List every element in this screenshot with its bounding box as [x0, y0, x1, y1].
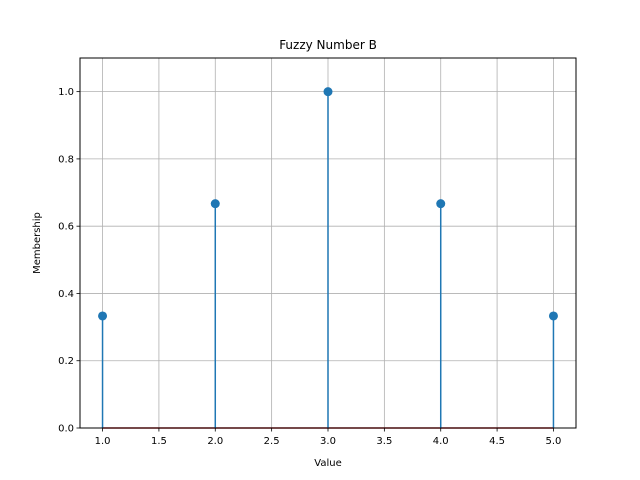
x-tick-label: 1.0 [95, 436, 111, 447]
chart-title: Fuzzy Number B [279, 38, 377, 52]
x-tick-label: 4.0 [433, 436, 449, 447]
x-tick-label: 3.0 [320, 436, 336, 447]
stem-marker [323, 87, 333, 97]
y-tick-label: 0.2 [58, 356, 74, 367]
y-axis-label: Membership [32, 212, 43, 274]
stem-marker [548, 311, 558, 321]
x-tick-label: 2.5 [264, 436, 280, 447]
x-axis-label: Value [314, 458, 341, 469]
stem-marker [210, 199, 220, 209]
stem-lines [101, 91, 555, 428]
stem-marker [98, 311, 108, 321]
y-tick-label: 0.4 [58, 289, 74, 300]
x-tick-label: 4.5 [489, 436, 505, 447]
y-tick-label: 0.6 [58, 222, 74, 233]
stem-marker [436, 199, 446, 209]
x-tick-label: 3.5 [376, 436, 392, 447]
x-tick-label: 5.0 [546, 436, 562, 447]
stem-markers [98, 87, 558, 321]
x-tick-label: 1.5 [151, 436, 167, 447]
x-tick-label: 2.0 [207, 436, 223, 447]
y-axis-ticks: 0.0 0.2 0.4 0.6 0.8 1.0 [58, 87, 80, 435]
y-tick-label: 1.0 [58, 87, 74, 98]
y-tick-label: 0.8 [58, 154, 74, 165]
y-tick-label: 0.0 [58, 424, 74, 435]
x-axis-ticks: 1.0 1.5 2.0 2.5 3.0 3.5 4.0 4.5 5.0 [95, 428, 562, 447]
